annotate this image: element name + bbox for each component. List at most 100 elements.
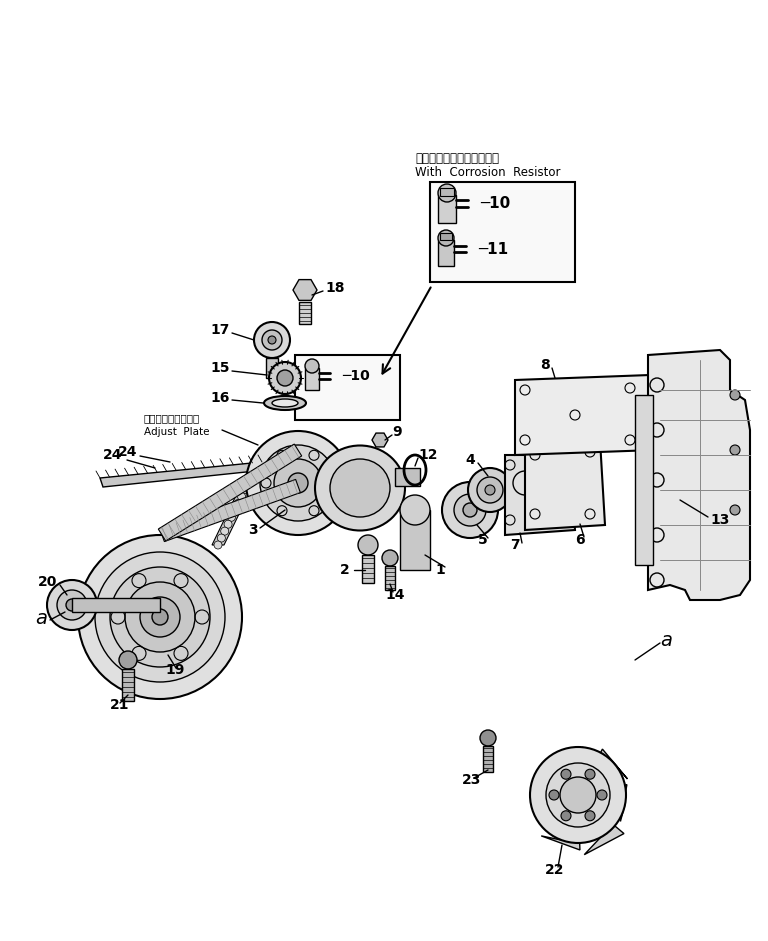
Circle shape	[241, 486, 249, 494]
Ellipse shape	[330, 459, 390, 517]
Circle shape	[66, 599, 78, 611]
Polygon shape	[648, 350, 750, 600]
Circle shape	[561, 769, 571, 779]
Circle shape	[382, 550, 398, 566]
Bar	[430, 182, 575, 282]
Text: 14: 14	[385, 588, 405, 602]
Text: a: a	[660, 630, 672, 649]
Circle shape	[110, 567, 210, 667]
Ellipse shape	[272, 399, 298, 407]
Text: 21: 21	[110, 698, 130, 712]
Polygon shape	[372, 433, 388, 447]
Circle shape	[560, 777, 596, 813]
Circle shape	[234, 500, 242, 507]
Text: 22: 22	[545, 863, 564, 877]
Polygon shape	[535, 756, 578, 795]
Circle shape	[237, 492, 246, 501]
Text: 24: 24	[103, 448, 123, 462]
Circle shape	[260, 445, 336, 521]
Bar	[438, 195, 456, 223]
Circle shape	[269, 362, 301, 394]
Circle shape	[217, 534, 225, 542]
Circle shape	[244, 479, 252, 486]
Circle shape	[220, 527, 229, 535]
Text: 4: 4	[465, 453, 475, 467]
Circle shape	[730, 390, 740, 400]
Polygon shape	[578, 785, 627, 821]
Circle shape	[152, 609, 168, 625]
Text: 19: 19	[165, 663, 184, 677]
Circle shape	[468, 468, 512, 512]
Polygon shape	[564, 747, 600, 795]
Circle shape	[288, 473, 308, 493]
Polygon shape	[578, 795, 624, 854]
Text: 5: 5	[478, 533, 488, 547]
Circle shape	[438, 184, 456, 202]
Circle shape	[585, 811, 595, 821]
Text: コロージョンレジスタ付き: コロージョンレジスタ付き	[415, 152, 499, 165]
Text: 12: 12	[418, 448, 438, 462]
Bar	[483, 746, 493, 772]
Polygon shape	[505, 455, 575, 535]
Circle shape	[247, 471, 256, 480]
Circle shape	[95, 552, 225, 682]
Text: Adjust  Plate: Adjust Plate	[144, 427, 210, 437]
Circle shape	[119, 651, 137, 669]
Circle shape	[549, 790, 559, 800]
Bar	[72, 598, 160, 612]
Bar	[385, 566, 395, 590]
Bar	[266, 358, 278, 378]
Circle shape	[561, 811, 571, 821]
Circle shape	[231, 506, 239, 515]
Circle shape	[530, 747, 626, 843]
Bar	[295, 355, 400, 420]
Circle shape	[246, 431, 350, 535]
Ellipse shape	[315, 445, 405, 531]
Circle shape	[274, 459, 322, 507]
Text: 24: 24	[118, 445, 137, 459]
Circle shape	[254, 322, 290, 358]
Text: 18: 18	[325, 281, 345, 295]
Bar	[299, 302, 311, 324]
Circle shape	[305, 359, 319, 373]
Circle shape	[251, 465, 259, 472]
Polygon shape	[533, 793, 578, 825]
Text: 15: 15	[210, 361, 230, 375]
Circle shape	[224, 520, 232, 528]
Bar	[400, 510, 430, 570]
Text: a: a	[35, 609, 47, 628]
Circle shape	[257, 451, 266, 459]
Polygon shape	[160, 479, 300, 542]
Circle shape	[454, 494, 486, 526]
Circle shape	[268, 336, 276, 344]
Text: ─10: ─10	[480, 196, 510, 211]
Circle shape	[477, 477, 503, 503]
Text: 6: 6	[575, 533, 584, 547]
Polygon shape	[578, 749, 627, 795]
Text: ─11: ─11	[478, 242, 508, 257]
Circle shape	[400, 495, 430, 525]
Text: ─10: ─10	[342, 369, 369, 383]
Circle shape	[730, 445, 740, 455]
Text: 3: 3	[248, 523, 257, 537]
Circle shape	[438, 230, 454, 246]
Circle shape	[125, 582, 195, 652]
Text: With  Corrosion  Resistor: With Corrosion Resistor	[415, 166, 561, 179]
Ellipse shape	[264, 396, 306, 410]
Bar	[362, 555, 374, 583]
Circle shape	[585, 769, 595, 779]
Polygon shape	[541, 795, 580, 850]
Polygon shape	[515, 375, 655, 455]
Text: 17: 17	[210, 323, 230, 337]
Text: 23: 23	[462, 773, 482, 787]
Bar	[635, 395, 653, 565]
Circle shape	[78, 535, 242, 699]
Polygon shape	[158, 444, 302, 541]
Bar	[440, 188, 454, 196]
Circle shape	[214, 541, 222, 549]
Polygon shape	[212, 448, 271, 545]
Circle shape	[277, 370, 293, 386]
Text: 1: 1	[435, 563, 445, 577]
Circle shape	[47, 580, 97, 630]
Polygon shape	[100, 462, 265, 487]
